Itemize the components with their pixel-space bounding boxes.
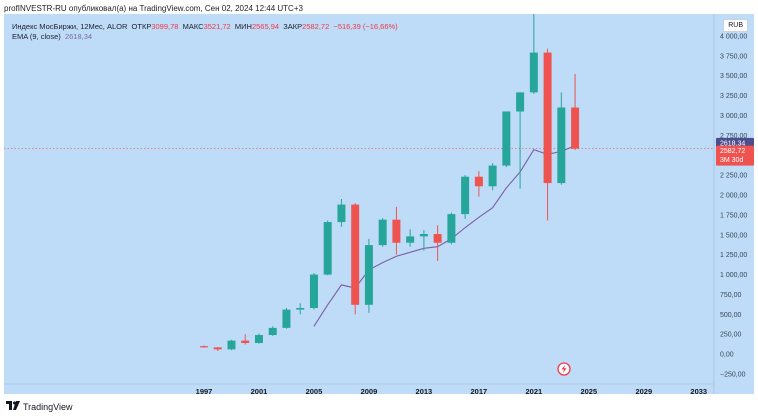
- price-axis-label: 3 000,00: [720, 113, 747, 120]
- candle-body: [529, 52, 538, 93]
- time-axis-label: 2025: [580, 387, 597, 394]
- legend-ema-row: EMA (9, close) 2618,34: [12, 32, 398, 42]
- price-axis-label: 0,00: [720, 352, 734, 359]
- close-price-badge-text: 2582,72: [720, 148, 745, 155]
- time-axis-label: 2009: [361, 387, 378, 394]
- currency-button[interactable]: RUB: [723, 19, 748, 32]
- candle-body: [309, 274, 318, 308]
- price-axis-label: −250,00: [720, 372, 746, 379]
- price-axis-label: 3 250,00: [720, 93, 747, 100]
- price-axis-label: 4 000,00: [720, 33, 747, 40]
- price-axis-label: 250,00: [720, 332, 742, 339]
- time-axis-label: 2001: [251, 387, 268, 394]
- price-axis-label: 1 750,00: [720, 212, 747, 219]
- price-badges-group: 2618,34 2582,72 3М 30d: [716, 137, 754, 166]
- candle-body: [378, 219, 387, 246]
- legend-low-value: 2565,94: [251, 22, 280, 31]
- price-axis-label: 1 500,00: [720, 232, 747, 239]
- candle-body: [502, 111, 511, 166]
- price-axis-label: 750,00: [720, 292, 742, 299]
- candle-body: [406, 236, 415, 243]
- price-axis-label: 3 500,00: [720, 73, 747, 80]
- price-axis-line-group: [4, 14, 715, 394]
- price-axis-label: 2 750,00: [720, 133, 747, 140]
- candle-body: [337, 204, 346, 223]
- time-axis-label: 2029: [635, 387, 652, 394]
- candle-body: [351, 204, 360, 305]
- legend-open-label: ОТКР: [131, 22, 152, 31]
- candle-body: [461, 176, 470, 215]
- legend-high-value: 3521,72: [203, 22, 231, 31]
- price-axis-label: 1 250,00: [720, 252, 747, 259]
- countdown-badge-text: 3М 30d: [720, 157, 743, 164]
- time-axis-label: 2033: [690, 387, 707, 394]
- footer-brand-text: TradingView: [23, 401, 73, 412]
- candle-body: [254, 335, 263, 343]
- candle-body: [227, 340, 236, 350]
- candle-body: [419, 233, 428, 237]
- time-axis-label: 2021: [526, 387, 543, 394]
- price-axis-label: 3 750,00: [720, 53, 747, 60]
- candle-body: [516, 92, 525, 112]
- legend-open-value: 3099,78: [151, 22, 179, 31]
- candle-body: [474, 176, 483, 187]
- price-axis-label: 2 250,00: [720, 173, 747, 180]
- candle-body: [392, 219, 401, 243]
- chart-area[interactable]: 4 000,00 3 750,00 3 500,00 3 250,00 3 000,00…: [4, 14, 754, 394]
- legend-close-label: ЗАКР: [283, 22, 303, 31]
- candle-body: [213, 347, 222, 350]
- candle-body: [200, 346, 208, 348]
- time-axis-labels[interactable]: 1997 2001 2005 2009 2013 2017 2021 2025 2029 2033: [196, 387, 707, 394]
- time-axis-label: 2013: [416, 387, 433, 394]
- price-axis-labels[interactable]: 4 000,00 3 750,00 3 500,00 3 250,00 3 000,00…: [720, 33, 747, 378]
- legend-change: −516,39 (−16,66%): [333, 22, 398, 31]
- candle-body: [323, 222, 332, 275]
- price-axis-label: 2 000,00: [720, 193, 747, 200]
- candle-body: [241, 340, 250, 343]
- legend-low-label: МИН: [234, 22, 252, 31]
- candle-body: [557, 107, 566, 184]
- candle-body: [268, 327, 277, 336]
- legend-close-value: 2582,72: [302, 22, 330, 31]
- legend-symbol[interactable]: Индекс МосБиржи, 12Мес, ALOR: [12, 22, 128, 31]
- price-axis-label: 500,00: [720, 312, 742, 319]
- close-price-badge: [716, 145, 754, 166]
- candle-body: [571, 107, 580, 149]
- time-axis-label: 1997: [196, 387, 213, 394]
- candle-body: [433, 233, 442, 243]
- chart-svg[interactable]: 4 000,00 3 750,00 3 500,00 3 250,00 3 000,00…: [4, 14, 754, 394]
- time-axis-label: 2017: [471, 387, 488, 394]
- legend-ema-label[interactable]: EMA (9, close): [12, 32, 61, 41]
- candles-group: [200, 14, 580, 351]
- ema-price-badge: [716, 137, 754, 148]
- published-line: profINVESTR-RU опубликовал(а) на Trading…: [4, 4, 303, 13]
- candle-body: [296, 307, 305, 310]
- candle-body: [364, 245, 373, 305]
- footer-brand: TradingView: [6, 401, 73, 412]
- candle-body: [282, 309, 291, 328]
- candle-body: [488, 165, 497, 187]
- tradingview-logo-icon: [6, 401, 20, 412]
- chart-legend: Индекс МосБиржи, 12Мес, ALOR ОТКР3099,78…: [12, 22, 398, 42]
- legend-ohlc-row: Индекс МосБиржи, 12Мес, ALOR ОТКР3099,78…: [12, 22, 398, 32]
- price-axis-label: 1 000,00: [720, 272, 747, 279]
- legend-ema-value: 2618,34: [64, 32, 93, 41]
- event-lightning-icon[interactable]: [557, 362, 571, 376]
- legend-high-label: МАКС: [182, 22, 204, 31]
- candle-body: [543, 52, 552, 184]
- candle-body: [447, 214, 456, 243]
- time-axis-label: 2005: [306, 387, 323, 394]
- ema-price-badge-text: 2618,34: [720, 140, 745, 147]
